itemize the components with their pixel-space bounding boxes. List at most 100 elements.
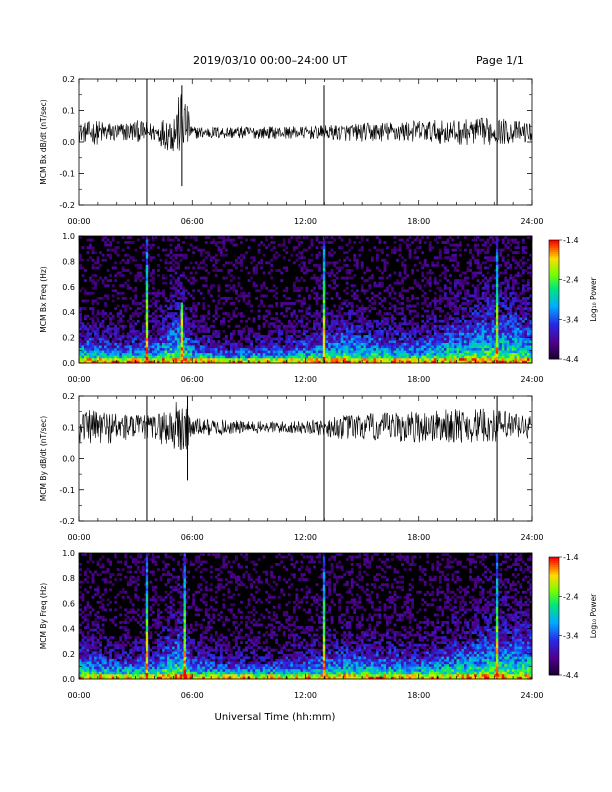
spectrogram-cell [129, 296, 133, 300]
spectrogram-cell [257, 261, 261, 265]
spectrogram-cell [511, 350, 515, 354]
spectrogram-cell [489, 357, 493, 361]
spectrogram-cell [146, 342, 150, 346]
spectrogram-cell [489, 355, 493, 359]
spectrogram-cell [438, 357, 442, 361]
spectrogram-cell [275, 286, 279, 290]
spectrogram-cell [358, 357, 362, 361]
spectrogram-cell [96, 266, 100, 270]
spectrogram-cell [84, 340, 87, 343]
spectrogram-cell [338, 327, 342, 331]
spectrogram-cell [335, 314, 339, 318]
spectrogram-cell [526, 335, 530, 338]
spectrogram-cell [247, 299, 251, 303]
spectrogram-cell [448, 355, 452, 359]
spectrogram-cell [443, 352, 447, 356]
spectrogram-cell [451, 357, 455, 361]
spectrogram-cell [489, 263, 493, 267]
spectrogram-cell [174, 335, 178, 338]
spectrogram-cell [111, 360, 115, 364]
spectrogram-cell [438, 286, 442, 290]
spectrogram-cell [257, 243, 261, 247]
spectrogram-cell [481, 296, 485, 300]
spectrogram-cell [149, 352, 153, 356]
spectrogram-cell [305, 350, 309, 354]
spectrogram-cell [421, 236, 425, 239]
spectrogram-cell [202, 327, 206, 331]
spectrogram-cell [509, 352, 513, 356]
spectrogram-cell [182, 322, 185, 326]
spectrogram-cell [504, 263, 508, 267]
spectrogram-cell [486, 291, 490, 295]
spectrogram-cell [501, 291, 505, 295]
spectrogram-cell [514, 342, 518, 346]
spectrogram-spike [180, 318, 184, 323]
spectrogram-cell [504, 350, 508, 354]
spectrogram-cell [433, 352, 437, 356]
spectrogram-cell [199, 345, 203, 349]
spectrogram-cell [129, 327, 133, 331]
spectrogram-cell [315, 309, 319, 313]
spectrogram-cell [232, 286, 236, 290]
spectrogram-cell [408, 357, 412, 361]
spectrogram-cell [287, 352, 291, 356]
spectrogram-cell [426, 304, 430, 308]
spectrogram-cell [197, 345, 201, 349]
spectrogram-cell [308, 258, 311, 262]
spectrogram-cell [209, 286, 213, 290]
spectrogram-cell [516, 246, 520, 249]
spectrogram-cell [159, 309, 163, 313]
spectrogram-cell [499, 263, 503, 267]
spectrogram-cell [320, 241, 324, 244]
spectrogram-cell [443, 355, 447, 359]
spectrogram-cell [151, 291, 155, 295]
spectrogram-cell [433, 319, 437, 323]
spectrogram-cell [302, 342, 306, 346]
spectrogram-cell [199, 350, 203, 354]
spectrogram-cell [151, 256, 155, 260]
spectrogram-cell [109, 329, 113, 333]
spectrogram-cell [375, 258, 379, 262]
spectrogram-cell [267, 355, 271, 359]
spectrogram-cell [486, 360, 490, 364]
spectrogram-cell [524, 299, 528, 303]
spectrogram-cell [290, 337, 294, 341]
spectrogram-cell [391, 327, 394, 331]
spectrogram-cell [345, 251, 349, 255]
spectrogram-cell [151, 312, 155, 316]
spectrogram-cell [524, 322, 528, 326]
spectrogram-cell [383, 261, 387, 265]
spectrogram-cell [481, 291, 485, 295]
spectrogram-cell [438, 279, 442, 283]
spectrogram-cell [333, 360, 336, 364]
spectrogram-cell [141, 299, 145, 303]
spectrogram-cell [235, 291, 238, 295]
spectrogram-cell [433, 314, 437, 318]
spectrogram-cell [164, 314, 168, 318]
spectrogram-cell [451, 296, 455, 300]
spectrogram-cell [524, 284, 528, 288]
spectrogram-cell [348, 355, 352, 359]
spectrogram-cell [358, 350, 362, 354]
spectrogram-cell [167, 322, 170, 326]
spectrogram-cell [446, 342, 450, 346]
spectrogram-cell [436, 357, 440, 361]
spectrogram-cell [313, 322, 316, 326]
spectrogram-cell [315, 238, 319, 242]
spectrogram-spike [495, 239, 499, 243]
spectrogram-cell [194, 352, 198, 356]
spectrogram-cell [428, 241, 432, 244]
spectrogram-cell [174, 317, 178, 321]
spectrogram-cell [237, 256, 241, 260]
spectrogram-cell [308, 296, 311, 300]
spectrogram-cell [212, 299, 216, 303]
spectrogram-cell [262, 342, 266, 346]
spectrogram-cell [174, 248, 178, 252]
spectrogram-spike [145, 267, 149, 272]
spectrogram-cell [401, 352, 404, 356]
spectrogram-cell [126, 332, 130, 336]
spectrogram-cell [139, 279, 143, 283]
spectrogram-cell [431, 312, 435, 316]
spectrogram-spike [322, 337, 326, 342]
spectrogram-cell [272, 350, 276, 354]
